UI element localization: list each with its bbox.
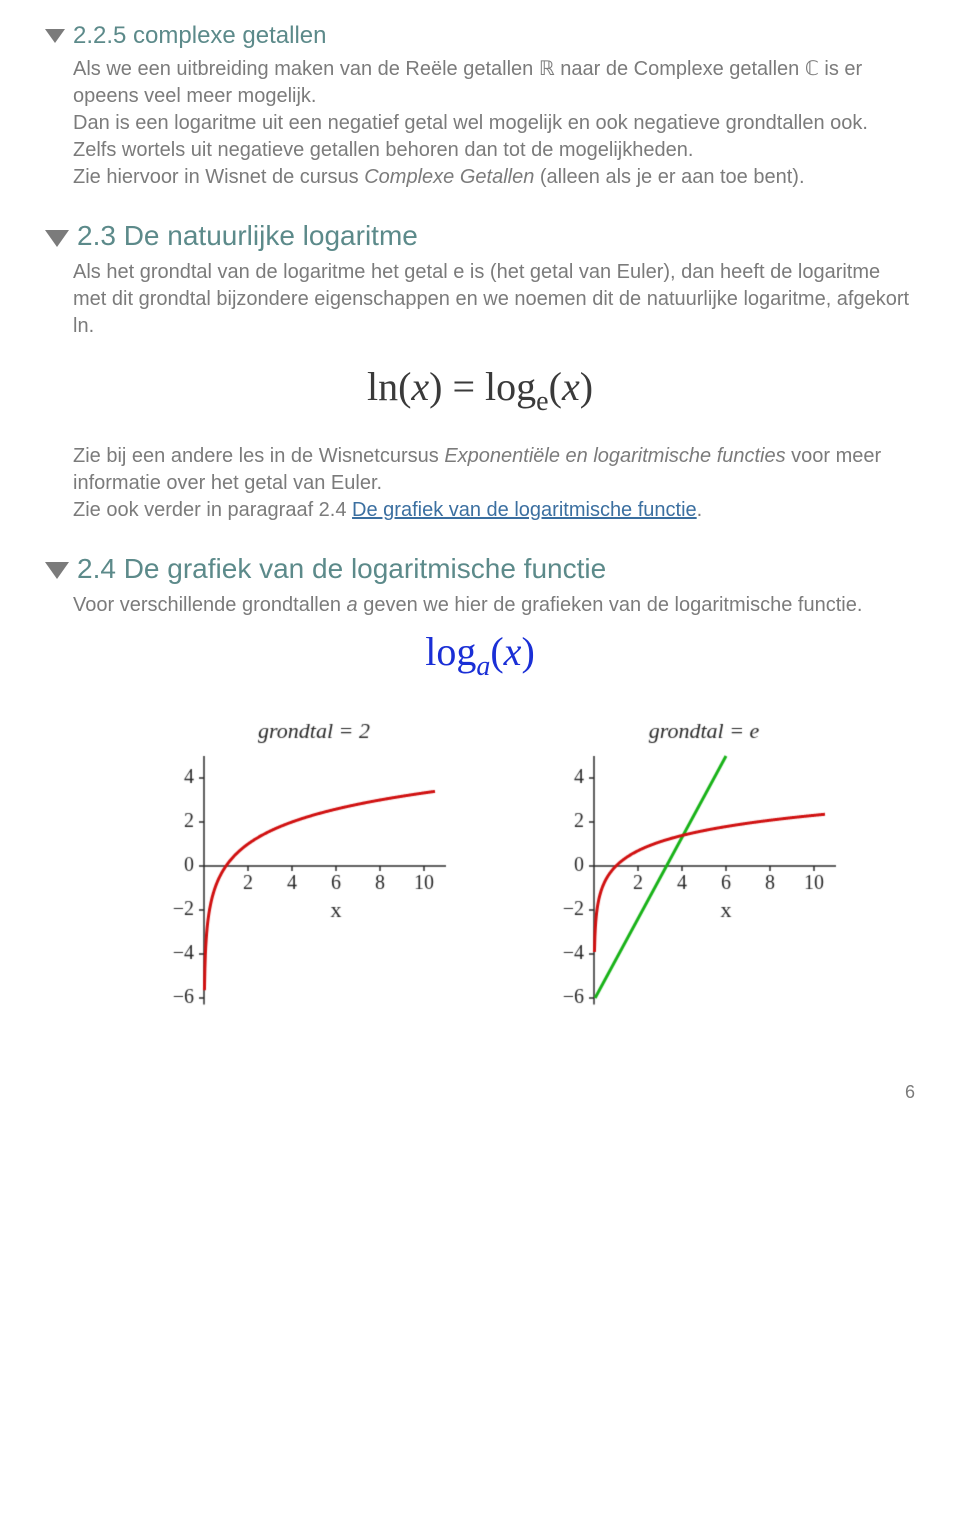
heading-text: 2.2.5 complexe getallen xyxy=(73,20,327,52)
disclosure-triangle-icon xyxy=(45,562,69,579)
paragraph: Als het grondtal van de logaritme het ge… xyxy=(73,259,915,340)
formula-loga: loga(x) xyxy=(45,625,915,686)
formula-ln: ln(x) = loge(x) xyxy=(45,360,915,421)
section-2-3-body-2: Zie bij een andere les in de Wisnetcursu… xyxy=(45,443,915,524)
chart-grondtal-2 xyxy=(134,710,464,1050)
heading-2-3: 2.3 De natuurlijke logaritme xyxy=(45,217,915,255)
paragraph: Als we een uitbreiding maken van de Reël… xyxy=(73,56,915,110)
page-number: 6 xyxy=(45,1080,915,1104)
heading-text: 2.4 De grafiek van de logaritmische func… xyxy=(77,550,606,588)
paragraph: Zie ook verder in paragraaf 2.4 De grafi… xyxy=(73,497,915,524)
section-2-3-body: Als het grondtal van de logaritme het ge… xyxy=(45,259,915,340)
paragraph: Zie bij een andere les in de Wisnetcursu… xyxy=(73,443,915,497)
heading-2-4: 2.4 De grafiek van de logaritmische func… xyxy=(45,550,915,588)
charts-row xyxy=(45,710,915,1050)
chart-grondtal-e xyxy=(524,710,854,1050)
disclosure-triangle-icon xyxy=(45,29,65,43)
paragraph: Zelfs wortels uit negatieve getallen beh… xyxy=(73,137,915,164)
section-2-2-5-body: Als we een uitbreiding maken van de Reël… xyxy=(45,56,915,191)
heading-text: 2.3 De natuurlijke logaritme xyxy=(77,217,418,255)
disclosure-triangle-icon xyxy=(45,230,69,247)
paragraph: Zie hiervoor in Wisnet de cursus Complex… xyxy=(73,164,915,191)
paragraph: Dan is een logaritme uit een negatief ge… xyxy=(73,110,915,137)
heading-2-2-5: 2.2.5 complexe getallen xyxy=(45,20,915,52)
section-2-4-body: Voor verschillende grondtallen a geven w… xyxy=(45,592,915,619)
paragraph: Voor verschillende grondtallen a geven w… xyxy=(73,592,915,619)
link-grafiek-log-functie[interactable]: De grafiek van de logaritmische functie xyxy=(352,499,697,521)
